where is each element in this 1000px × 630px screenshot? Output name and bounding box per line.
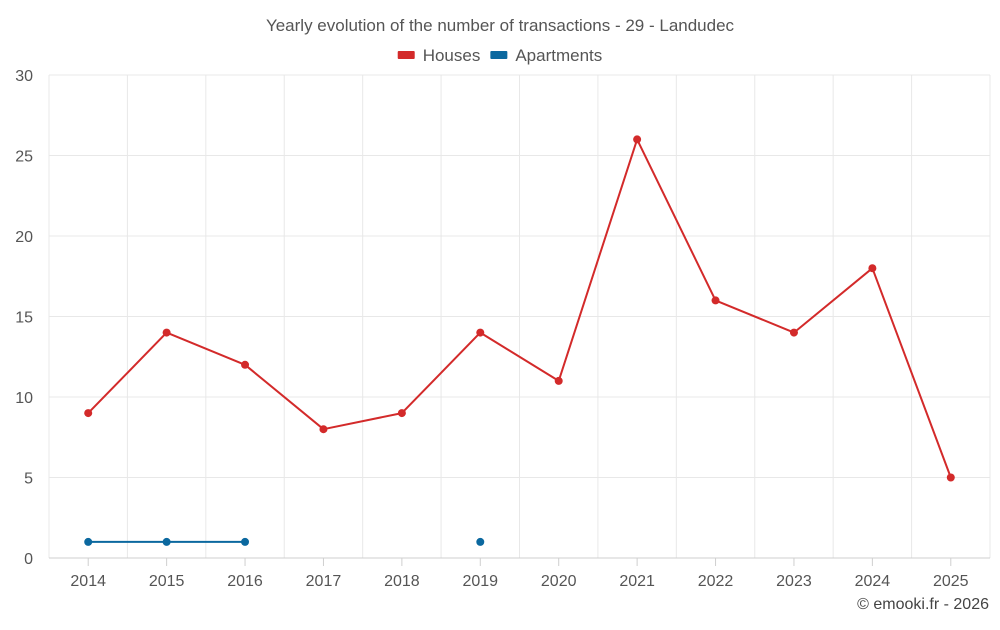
legend-item-houses[interactable]: Houses [397, 46, 481, 65]
legend: Houses Apartments [397, 46, 602, 65]
data-point-houses-2024[interactable] [868, 264, 877, 273]
y-tick-label: 10 [15, 390, 33, 407]
legend-item-apartments[interactable]: Apartments [490, 46, 602, 65]
y-tick-label: 30 [15, 68, 33, 85]
data-point-apartments-2015[interactable] [162, 537, 171, 546]
data-point-houses-2021[interactable] [633, 135, 642, 144]
series-line-houses [87, 138, 952, 478]
series-apartments [84, 537, 485, 546]
data-point-houses-2017[interactable] [319, 425, 328, 434]
grid [48, 74, 991, 559]
data-point-houses-2023[interactable] [789, 328, 798, 337]
data-point-houses-2018[interactable] [397, 409, 406, 418]
y-tick-label: 20 [15, 229, 33, 246]
x-tick-label: 2020 [541, 573, 577, 590]
y-tick-label: 0 [24, 551, 33, 568]
x-tick-label: 2015 [149, 573, 185, 590]
legend-label-houses: Houses [423, 46, 481, 65]
x-tick-label: 2021 [619, 573, 655, 590]
series-group [84, 135, 955, 546]
x-tick-label: 2017 [306, 573, 342, 590]
x-tick-label: 2018 [384, 573, 420, 590]
data-point-houses-2025[interactable] [946, 473, 955, 482]
x-tick-label: 2016 [227, 573, 263, 590]
data-point-houses-2014[interactable] [84, 409, 93, 418]
y-tick-label: 25 [15, 149, 33, 166]
data-point-apartments-2014[interactable] [84, 537, 93, 546]
x-tick-label: 2025 [933, 573, 969, 590]
series-houses [84, 135, 955, 482]
data-point-apartments-2019[interactable] [476, 537, 485, 546]
legend-label-apartments: Apartments [515, 46, 602, 65]
footer-credit: © emooki.fr - 2026 [857, 596, 989, 613]
legend-swatch-apartments [490, 51, 508, 59]
chart-title: Yearly evolution of the number of transa… [266, 16, 735, 35]
x-tick-label: 2019 [462, 573, 498, 590]
x-tick-label: 2024 [855, 573, 891, 590]
x-axis: 2014 2015 2016 2017 2018 2019 2020 2021 2022 2023… [49, 557, 990, 590]
data-point-houses-2015[interactable] [162, 328, 171, 337]
data-point-houses-2019[interactable] [476, 328, 485, 337]
x-tick-label: 2014 [70, 573, 106, 590]
x-tick-label: 2023 [776, 573, 812, 590]
x-tick-label: 2022 [698, 573, 734, 590]
data-point-apartments-2016[interactable] [241, 537, 250, 546]
data-point-houses-2020[interactable] [554, 376, 563, 385]
data-point-houses-2022[interactable] [711, 296, 720, 305]
y-axis: 0 5 10 15 20 25 30 [15, 68, 33, 568]
y-tick-label: 5 [24, 471, 33, 488]
data-point-houses-2016[interactable] [241, 360, 250, 369]
y-tick-label: 15 [15, 310, 33, 327]
legend-swatch-houses [397, 51, 415, 59]
